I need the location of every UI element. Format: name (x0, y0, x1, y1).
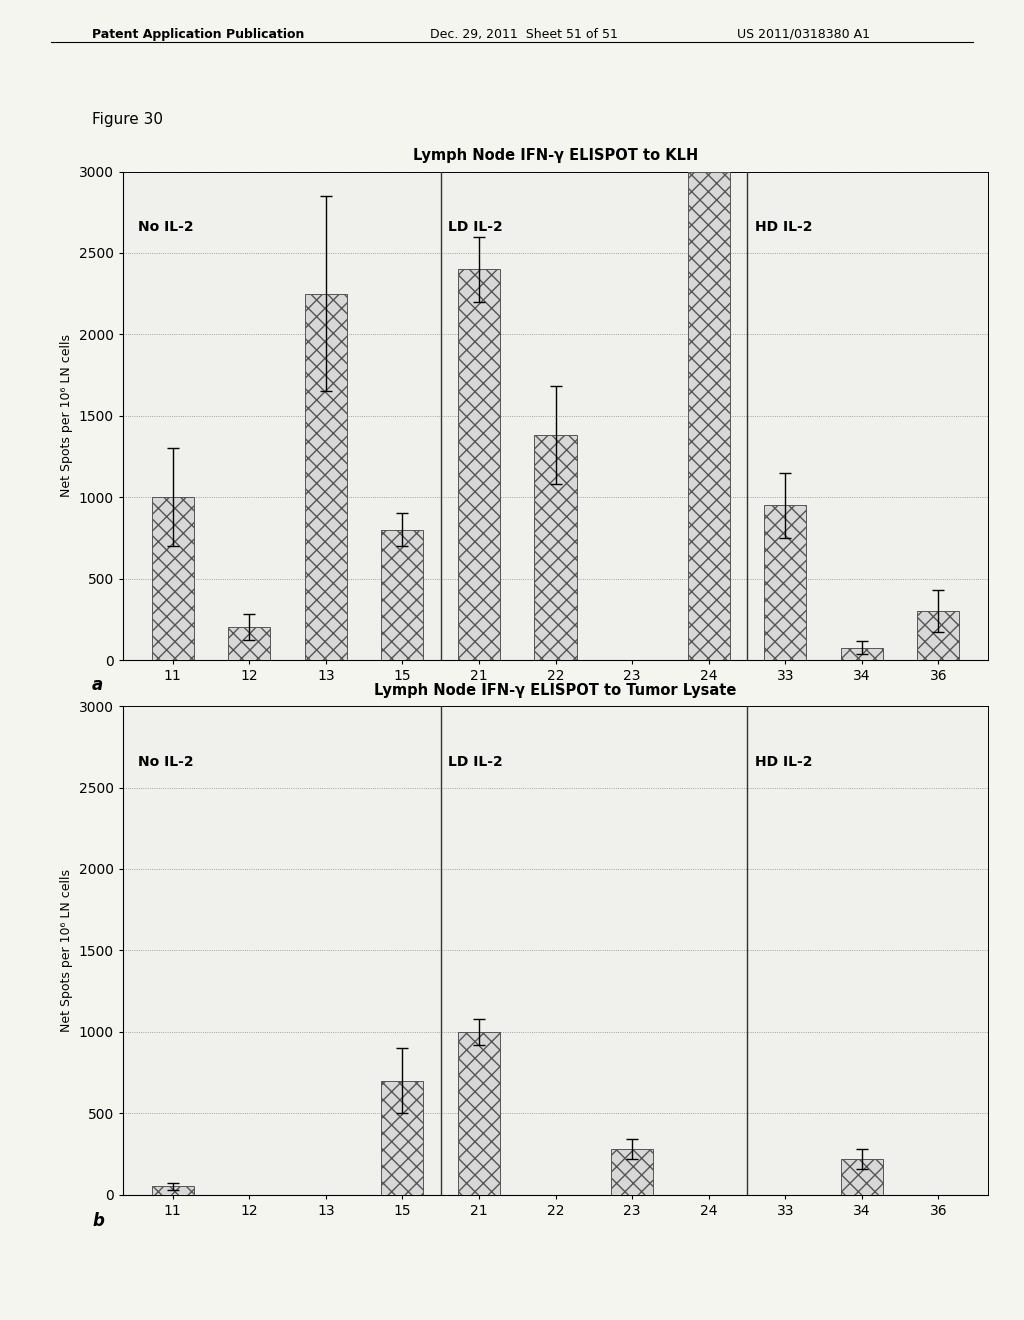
Bar (381, 1081, 424, 1195)
Text: LD IL-2: LD IL-2 (449, 755, 503, 770)
Text: Dec. 29, 2011  Sheet 51 of 51: Dec. 29, 2011 Sheet 51 of 51 (430, 28, 617, 41)
Text: No IL-2: No IL-2 (138, 220, 194, 235)
Bar (228, 627, 270, 660)
Bar (918, 611, 959, 660)
Title: Lymph Node IFN-γ ELISPOT to Tumor Lysate: Lymph Node IFN-γ ELISPOT to Tumor Lysate (375, 682, 736, 698)
Text: No IL-2: No IL-2 (138, 755, 194, 770)
Text: Patent Application Publication: Patent Application Publication (92, 28, 304, 41)
Bar (381, 529, 424, 660)
Text: b: b (92, 1212, 104, 1230)
Bar (841, 1159, 883, 1195)
Bar (535, 436, 577, 660)
Bar (458, 269, 500, 660)
Bar (764, 506, 806, 660)
Text: LD IL-2: LD IL-2 (449, 220, 503, 235)
Bar (152, 1187, 194, 1195)
Bar (611, 1148, 653, 1195)
Text: US 2011/0318380 A1: US 2011/0318380 A1 (737, 28, 870, 41)
Text: HD IL-2: HD IL-2 (755, 755, 812, 770)
Bar (458, 1032, 500, 1195)
Y-axis label: Net Spots per 10⁶ LN cells: Net Spots per 10⁶ LN cells (60, 869, 73, 1032)
Bar (305, 293, 347, 660)
Y-axis label: Net Spots per 10⁶ LN cells: Net Spots per 10⁶ LN cells (60, 334, 73, 498)
Text: a: a (92, 676, 103, 694)
Title: Lymph Node IFN-γ ELISPOT to KLH: Lymph Node IFN-γ ELISPOT to KLH (413, 148, 698, 164)
Text: Figure 30: Figure 30 (92, 112, 163, 127)
Bar (841, 648, 883, 660)
Bar (687, 172, 730, 660)
Text: HD IL-2: HD IL-2 (755, 220, 812, 235)
Bar (152, 498, 194, 660)
